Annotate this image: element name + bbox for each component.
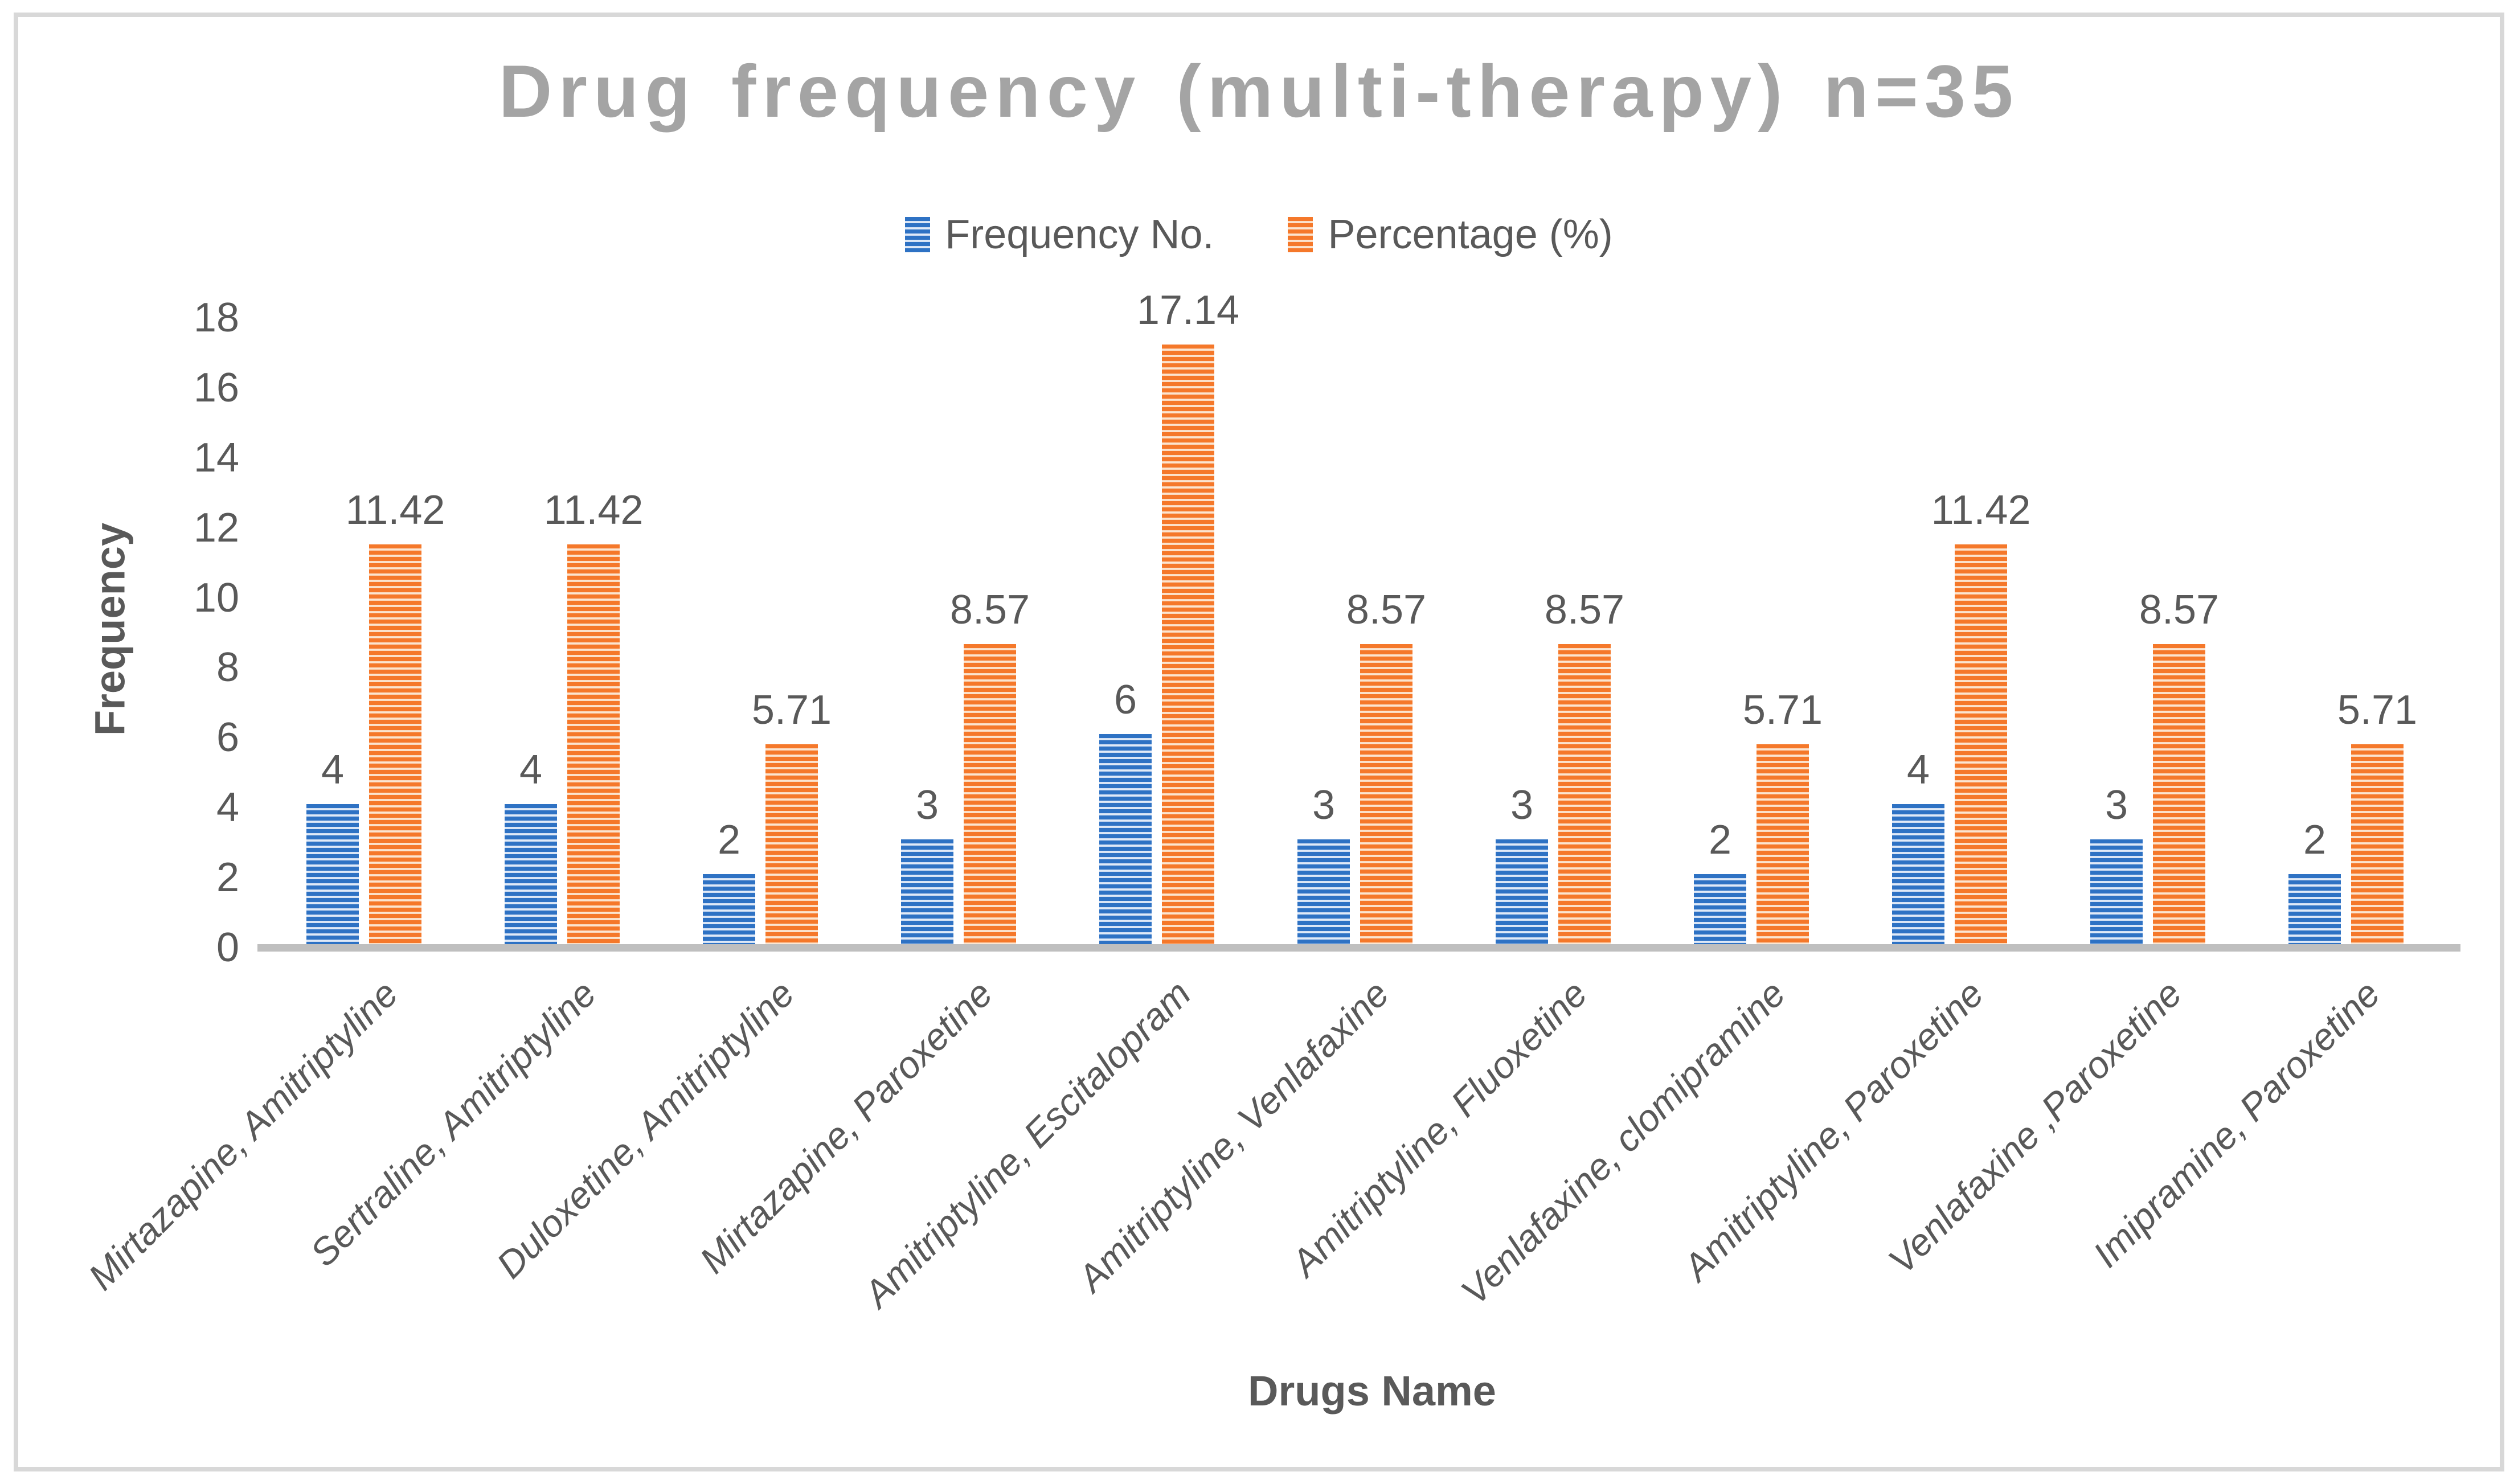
data-label-frequency: 3 bbox=[1312, 782, 1336, 828]
bar-frequency bbox=[306, 804, 359, 944]
bar-frequency bbox=[2090, 839, 2143, 944]
data-label-percentage: 11.42 bbox=[345, 487, 445, 533]
y-tick-label: 6 bbox=[216, 715, 239, 761]
y-axis-title: Frequency bbox=[86, 522, 134, 736]
data-label-percentage: 8.57 bbox=[2139, 587, 2220, 633]
y-tick-label: 0 bbox=[216, 925, 239, 970]
y-tick-label: 10 bbox=[193, 575, 239, 621]
bar-percentage bbox=[1955, 544, 2007, 944]
data-label-percentage: 11.42 bbox=[1931, 487, 2031, 533]
data-label-percentage: 8.57 bbox=[949, 587, 1030, 633]
legend-item-frequency: Frequency No. bbox=[905, 211, 1214, 258]
data-label-percentage: 17.14 bbox=[1136, 288, 1240, 333]
data-label-frequency: 4 bbox=[519, 747, 543, 793]
data-label-frequency: 4 bbox=[321, 747, 345, 793]
x-axis-title: Drugs Name bbox=[1248, 1367, 1496, 1415]
data-label-percentage: 5.71 bbox=[1742, 687, 1823, 733]
data-label-frequency: 4 bbox=[1906, 747, 1930, 793]
legend-item-percentage: Percentage (%) bbox=[1288, 211, 1613, 258]
data-label-frequency: 2 bbox=[2303, 817, 2327, 863]
data-label-percentage: 8.57 bbox=[1346, 587, 1427, 633]
legend-label-percentage: Percentage (%) bbox=[1328, 212, 1613, 257]
legend-swatch-blue-icon bbox=[905, 217, 931, 252]
data-label-frequency: 2 bbox=[717, 817, 741, 863]
bar-frequency bbox=[703, 874, 755, 944]
bar-frequency bbox=[2288, 874, 2341, 944]
bar-frequency bbox=[1496, 839, 1548, 944]
data-label-frequency: 3 bbox=[2105, 782, 2128, 828]
plot-area: 4 11.42 4 11.42 2 5.71 3 8.57 6 17.14 3 8.57 3 8.57 2 5… bbox=[265, 290, 2445, 944]
bar-frequency bbox=[1694, 874, 1746, 944]
y-tick-label: 8 bbox=[216, 645, 239, 691]
bar-percentage bbox=[1757, 744, 1809, 944]
y-tick-label: 12 bbox=[193, 505, 239, 551]
legend-label-frequency: Frequency No. bbox=[945, 212, 1214, 257]
bar-percentage bbox=[765, 744, 818, 944]
bar-frequency bbox=[1892, 804, 1944, 944]
data-label-frequency: 3 bbox=[1510, 782, 1534, 828]
bar-frequency bbox=[1099, 734, 1152, 944]
data-label-percentage: 11.42 bbox=[543, 487, 644, 533]
legend: Frequency No. Percentage (%) bbox=[0, 212, 2518, 257]
data-label-percentage: 8.57 bbox=[1544, 587, 1625, 633]
legend-swatch-orange-icon bbox=[1288, 217, 1313, 252]
y-tick-label: 14 bbox=[193, 434, 239, 481]
y-tick-label: 2 bbox=[216, 855, 239, 901]
bar-percentage bbox=[2351, 744, 2404, 944]
data-label-percentage: 5.71 bbox=[2337, 687, 2418, 733]
bar-frequency bbox=[1297, 839, 1350, 944]
bar-percentage bbox=[369, 544, 421, 944]
bar-percentage bbox=[2153, 644, 2205, 944]
x-axis-line bbox=[257, 944, 2460, 952]
chart-outer-border bbox=[14, 13, 2504, 1471]
bar-percentage bbox=[1360, 644, 1412, 944]
bar-frequency bbox=[901, 839, 953, 944]
y-tick-label: 4 bbox=[216, 785, 239, 831]
data-label-frequency: 6 bbox=[1113, 677, 1137, 723]
data-label-frequency: 2 bbox=[1708, 817, 1732, 863]
data-label-percentage: 5.71 bbox=[751, 687, 832, 733]
bar-percentage bbox=[1558, 644, 1611, 944]
bar-percentage bbox=[567, 544, 620, 944]
y-tick-label: 16 bbox=[193, 364, 239, 411]
bar-percentage bbox=[964, 644, 1016, 944]
data-label-frequency: 3 bbox=[915, 782, 939, 828]
y-tick-label: 18 bbox=[193, 295, 239, 341]
bar-percentage bbox=[1162, 345, 1214, 944]
bar-frequency bbox=[505, 804, 557, 944]
chart-title: Drug frequency (multi-therapy) n=35 bbox=[498, 50, 2020, 133]
